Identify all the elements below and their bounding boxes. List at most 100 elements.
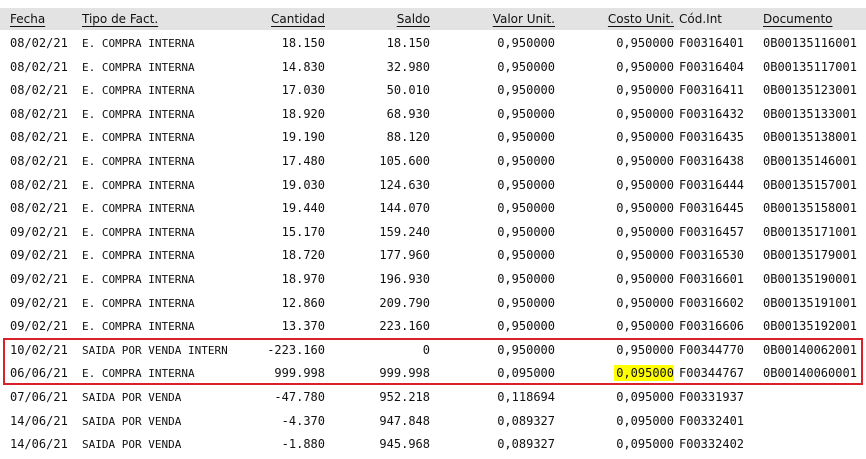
cell-costo-unit: 0,950000 bbox=[616, 248, 674, 263]
header-cod-int[interactable]: Cód.Int bbox=[679, 12, 723, 26]
cell-valor-unit: 0,118694 bbox=[497, 390, 555, 404]
cell-saldo: 999.998 bbox=[379, 366, 430, 381]
table-row[interactable]: 06/06/21 E. COMPRA INTERNA 999.998 999.998 0… bbox=[0, 362, 866, 385]
cell-cantidad: 14.830 bbox=[281, 59, 325, 74]
table-row[interactable]: 09/02/21 E. COMPRA INTERNA 13.370 223.160 0,… bbox=[0, 315, 866, 338]
cell-cod-int: F00316444 bbox=[679, 177, 745, 192]
table-row[interactable]: 10/02/21 SAIDA POR VENDA INTERN -223.160 0 0… bbox=[0, 339, 866, 362]
table-row[interactable]: 08/02/21 E. COMPRA INTERNA 18.150 18.150 0,9… bbox=[0, 32, 866, 55]
cell-costo-unit: 0,095000 bbox=[576, 362, 674, 385]
cell-valor-unit: 0,950000 bbox=[497, 83, 555, 98]
cell-fecha: 08/02/21 bbox=[10, 36, 68, 50]
cell-fecha: 14/06/21 bbox=[10, 437, 68, 452]
table-row[interactable]: 08/02/21 E. COMPRA INTERNA 14.830 32.980 0,9… bbox=[0, 56, 866, 79]
header-costo-unit[interactable]: Costo Unit. bbox=[607, 12, 674, 26]
cell-cod-int: F00344767 bbox=[679, 366, 745, 381]
header-documento[interactable]: Documento bbox=[763, 12, 833, 26]
cell-tipo-fact: SAIDA POR VENDA bbox=[82, 391, 182, 404]
cell-tipo-fact: SAIDA POR VENDA bbox=[82, 438, 182, 452]
table-row[interactable]: 09/02/21 E. COMPRA INTERNA 15.170 159.240 0,… bbox=[0, 221, 866, 244]
table-row[interactable]: 08/02/21 E. COMPRA INTERNA 19.440 144.070 0,… bbox=[0, 197, 866, 220]
cell-tipo-fact: E. COMPRA INTERNA bbox=[82, 296, 195, 310]
cell-cod-int: F00332402 bbox=[679, 437, 745, 452]
cell-documento: 0B00135138001 bbox=[763, 130, 857, 145]
table-row[interactable]: 14/06/21 SAIDA POR VENDA -1.880 945.968 0,08… bbox=[0, 433, 866, 456]
cell-saldo: 124.630 bbox=[379, 177, 430, 192]
header-fecha[interactable]: Fecha bbox=[10, 12, 46, 26]
table-row[interactable]: 09/02/21 E. COMPRA INTERNA 18.970 196.930 0,… bbox=[0, 268, 866, 291]
cell-valor-unit: 0,950000 bbox=[497, 106, 555, 121]
cell-documento: 0B00135146001 bbox=[763, 154, 857, 168]
cell-fecha: 09/02/21 bbox=[10, 248, 68, 263]
cell-cod-int: F00316435 bbox=[679, 130, 745, 145]
cell-costo-unit: 0,950000 bbox=[616, 59, 674, 74]
table-row[interactable]: 08/02/21 E. COMPRA INTERNA 19.190 88.120 0,9… bbox=[0, 126, 866, 149]
cell-cod-int: F00316411 bbox=[679, 83, 745, 98]
cell-cod-int: F00316404 bbox=[679, 59, 745, 74]
table-row[interactable]: 14/06/21 SAIDA POR VENDA -4.370 947.848 0,08… bbox=[0, 410, 866, 433]
cell-cod-int: F00344770 bbox=[679, 342, 745, 357]
cell-saldo: 196.930 bbox=[379, 272, 430, 286]
cell-costo-unit: 0,950000 bbox=[616, 36, 674, 50]
cell-cantidad: -223.160 bbox=[267, 342, 325, 357]
cell-cantidad: -1.880 bbox=[281, 437, 325, 452]
cell-costo-unit: 0,095000 bbox=[616, 413, 674, 428]
table-row[interactable]: 08/02/21 E. COMPRA INTERNA 18.920 68.930 0,9… bbox=[0, 103, 866, 126]
table-row[interactable]: 08/02/21 E. COMPRA INTERNA 17.030 50.010 0,9… bbox=[0, 79, 866, 102]
cell-costo-unit: 0,950000 bbox=[616, 319, 674, 334]
cell-tipo-fact: E. COMPRA INTERNA bbox=[82, 37, 195, 50]
cell-saldo: 144.070 bbox=[379, 201, 430, 216]
cell-cod-int: F00316601 bbox=[679, 272, 745, 286]
cell-documento bbox=[763, 433, 863, 456]
highlighted-value: 0,095000 bbox=[614, 365, 674, 382]
cell-fecha: 08/02/21 bbox=[10, 201, 68, 216]
cell-cantidad: 19.440 bbox=[281, 201, 325, 216]
cell-documento: 0B00135116001 bbox=[763, 36, 857, 50]
cell-valor-unit: 0,950000 bbox=[497, 342, 555, 357]
header-saldo[interactable]: Saldo bbox=[396, 12, 430, 26]
header-valor-unit[interactable]: Valor Unit. bbox=[492, 12, 555, 26]
cell-saldo: 68.930 bbox=[386, 106, 430, 121]
cell-cantidad: 18.720 bbox=[281, 248, 325, 263]
cell-cantidad: 17.480 bbox=[281, 154, 325, 168]
cell-cod-int: F00332401 bbox=[679, 413, 745, 428]
cell-cod-int: F00331937 bbox=[679, 390, 745, 404]
header-cantidad[interactable]: Cantidad bbox=[271, 12, 325, 26]
header-tipo-fact[interactable]: Tipo de Fact. bbox=[82, 12, 159, 26]
cell-documento: 0B00135158001 bbox=[763, 201, 857, 216]
cell-tipo-fact: E. COMPRA INTERNA bbox=[82, 60, 195, 74]
cell-cod-int: F00316438 bbox=[679, 154, 745, 168]
cell-costo-unit: 0,950000 bbox=[616, 177, 674, 192]
cell-tipo-fact: E. COMPRA INTERNA bbox=[82, 107, 195, 121]
cell-costo-unit: 0,950000 bbox=[616, 130, 674, 145]
cell-documento: 0B00135191001 bbox=[763, 295, 857, 310]
cell-saldo: 18.150 bbox=[386, 36, 430, 50]
table-row[interactable]: 08/02/21 E. COMPRA INTERNA 19.030 124.630 0,… bbox=[0, 174, 866, 197]
table-row[interactable]: 09/02/21 E. COMPRA INTERNA 18.720 177.960 0,… bbox=[0, 244, 866, 267]
cell-fecha: 07/06/21 bbox=[10, 390, 68, 404]
cell-valor-unit: 0,950000 bbox=[497, 130, 555, 145]
cell-costo-unit: 0,095000 bbox=[616, 390, 674, 404]
cell-saldo: 177.960 bbox=[379, 248, 430, 263]
cell-documento: 0B00135171001 bbox=[763, 224, 857, 239]
cell-saldo: 223.160 bbox=[379, 319, 430, 334]
cell-saldo: 945.968 bbox=[379, 437, 430, 452]
cell-fecha: 09/02/21 bbox=[10, 295, 68, 310]
cell-fecha: 08/02/21 bbox=[10, 106, 68, 121]
cell-fecha: 09/02/21 bbox=[10, 272, 68, 286]
cell-fecha: 10/02/21 bbox=[10, 342, 68, 357]
cell-documento: 0B00135157001 bbox=[763, 177, 857, 192]
cell-fecha: 08/02/21 bbox=[10, 177, 68, 192]
table-row[interactable]: 09/02/21 E. COMPRA INTERNA 12.860 209.790 0,… bbox=[0, 292, 866, 315]
cell-valor-unit: 0,950000 bbox=[497, 59, 555, 74]
cell-tipo-fact: SAIDA POR VENDA INTERN bbox=[82, 343, 228, 357]
cell-cantidad: 15.170 bbox=[281, 224, 325, 239]
cell-valor-unit: 0,950000 bbox=[497, 36, 555, 50]
cell-tipo-fact: E. COMPRA INTERNA bbox=[82, 155, 195, 168]
cell-costo-unit: 0,950000 bbox=[616, 154, 674, 168]
cell-tipo-fact: E. COMPRA INTERNA bbox=[82, 320, 195, 334]
cell-costo-unit: 0,950000 bbox=[616, 83, 674, 98]
table-row[interactable]: 07/06/21 SAIDA POR VENDA -47.780 952.218 0,1… bbox=[0, 386, 866, 409]
table-row[interactable]: 08/02/21 E. COMPRA INTERNA 17.480 105.600 0,… bbox=[0, 150, 866, 173]
cell-costo-unit: 0,950000 bbox=[616, 106, 674, 121]
